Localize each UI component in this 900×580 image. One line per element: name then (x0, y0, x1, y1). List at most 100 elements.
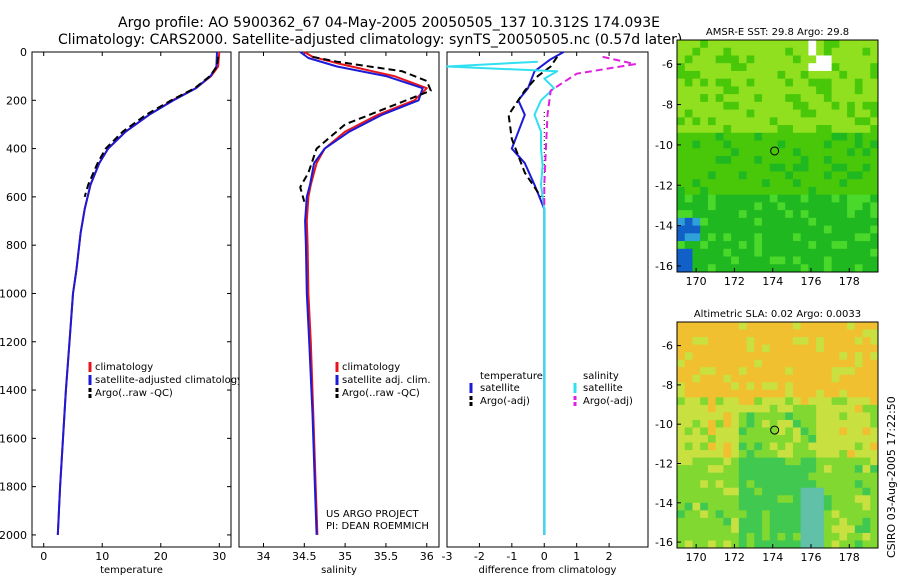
map-cell (800, 241, 810, 250)
map-cell (808, 344, 817, 353)
map-cell (862, 40, 871, 49)
map-cell (816, 186, 825, 196)
map-cell (700, 202, 709, 211)
map-cell (816, 40, 825, 49)
map-cell (792, 540, 802, 548)
map-cell (723, 132, 732, 142)
map-cell (839, 256, 848, 265)
map-cell (700, 47, 709, 57)
map-cell (847, 382, 856, 391)
map-cell (738, 412, 748, 421)
map-cell (792, 233, 802, 242)
map-cell (677, 442, 686, 451)
map-cell (777, 435, 786, 444)
map-cell (785, 502, 794, 511)
map-cell (738, 210, 748, 219)
y-tick-label: -16 (655, 260, 673, 273)
map-cell (816, 404, 825, 413)
map-cell (823, 163, 833, 173)
map-cell (808, 156, 817, 165)
map-cell (816, 352, 825, 361)
x-tick-label: 176 (801, 551, 822, 564)
map-cell (839, 450, 848, 459)
map-cell (700, 397, 709, 406)
map-cell (870, 525, 878, 534)
map-cell (723, 78, 732, 87)
map-cell (870, 86, 878, 95)
map-cell (754, 532, 763, 542)
map-cell (707, 374, 717, 383)
map-cell (816, 248, 825, 258)
map-cell (684, 63, 694, 72)
map-cell (769, 94, 779, 103)
y-tick-label: -12 (655, 179, 673, 192)
map-cell (862, 374, 871, 383)
map-cell (769, 359, 779, 368)
map-cell (762, 94, 771, 103)
map-cell (692, 140, 701, 149)
map-cell (707, 248, 717, 258)
title-line-1: Argo profile: AO 5900362_67 04-May-2005 … (118, 15, 660, 31)
map-cell (769, 450, 779, 459)
map-cell (707, 225, 717, 234)
map-cell (707, 502, 717, 511)
map-cell (870, 517, 878, 526)
map-cell (847, 40, 856, 49)
map-cell (700, 125, 709, 134)
map-cell (862, 248, 871, 258)
map-cell (785, 359, 794, 368)
map-cell (777, 480, 786, 489)
map-cell (692, 186, 701, 196)
map-cell (738, 502, 748, 511)
map-cell (823, 352, 833, 361)
map-cell (870, 404, 878, 413)
map-cell (738, 322, 748, 331)
map-cell (847, 94, 856, 103)
map-cell (731, 156, 740, 165)
map-cell (707, 329, 717, 338)
map-cell (746, 457, 755, 466)
map-cell (816, 525, 825, 534)
map-cell (808, 337, 817, 346)
map-cell (816, 171, 825, 180)
map-cell (862, 427, 871, 436)
map-cell (792, 78, 802, 87)
map-cell (777, 125, 786, 134)
map-cell (870, 217, 878, 227)
map-cell (808, 117, 817, 126)
map-cell (769, 233, 779, 242)
map-cell (785, 435, 794, 444)
map-cell (700, 487, 709, 496)
map-cell (792, 171, 802, 180)
map-cell (785, 510, 794, 519)
map-cell (677, 256, 686, 265)
map-cell (684, 374, 694, 383)
map-cell (723, 480, 732, 489)
map-cell (785, 337, 794, 346)
map-cell (746, 442, 755, 451)
map-cell (723, 217, 732, 227)
map-cell (839, 179, 848, 188)
map-cell (854, 389, 864, 398)
map-cell (762, 540, 771, 548)
map-cell (723, 264, 732, 272)
map-cell (854, 194, 864, 203)
map-cell (847, 264, 856, 272)
map-cell (715, 63, 724, 72)
map-cell (870, 540, 878, 548)
map-cell (684, 465, 694, 474)
x-tick-label: 30 (212, 550, 226, 563)
map-cell (746, 117, 755, 126)
map-cell (800, 352, 810, 361)
x-tick-label: 20 (154, 550, 168, 563)
map-cell (692, 427, 701, 436)
map-cell (700, 472, 709, 481)
y-tick-label: -14 (655, 497, 673, 510)
map-cell (769, 480, 779, 489)
map-cell (700, 502, 709, 511)
map-cell (777, 86, 786, 95)
map-cell (723, 367, 732, 376)
map-cell (762, 502, 771, 511)
map-cell (754, 233, 763, 242)
map-cell (677, 94, 686, 103)
